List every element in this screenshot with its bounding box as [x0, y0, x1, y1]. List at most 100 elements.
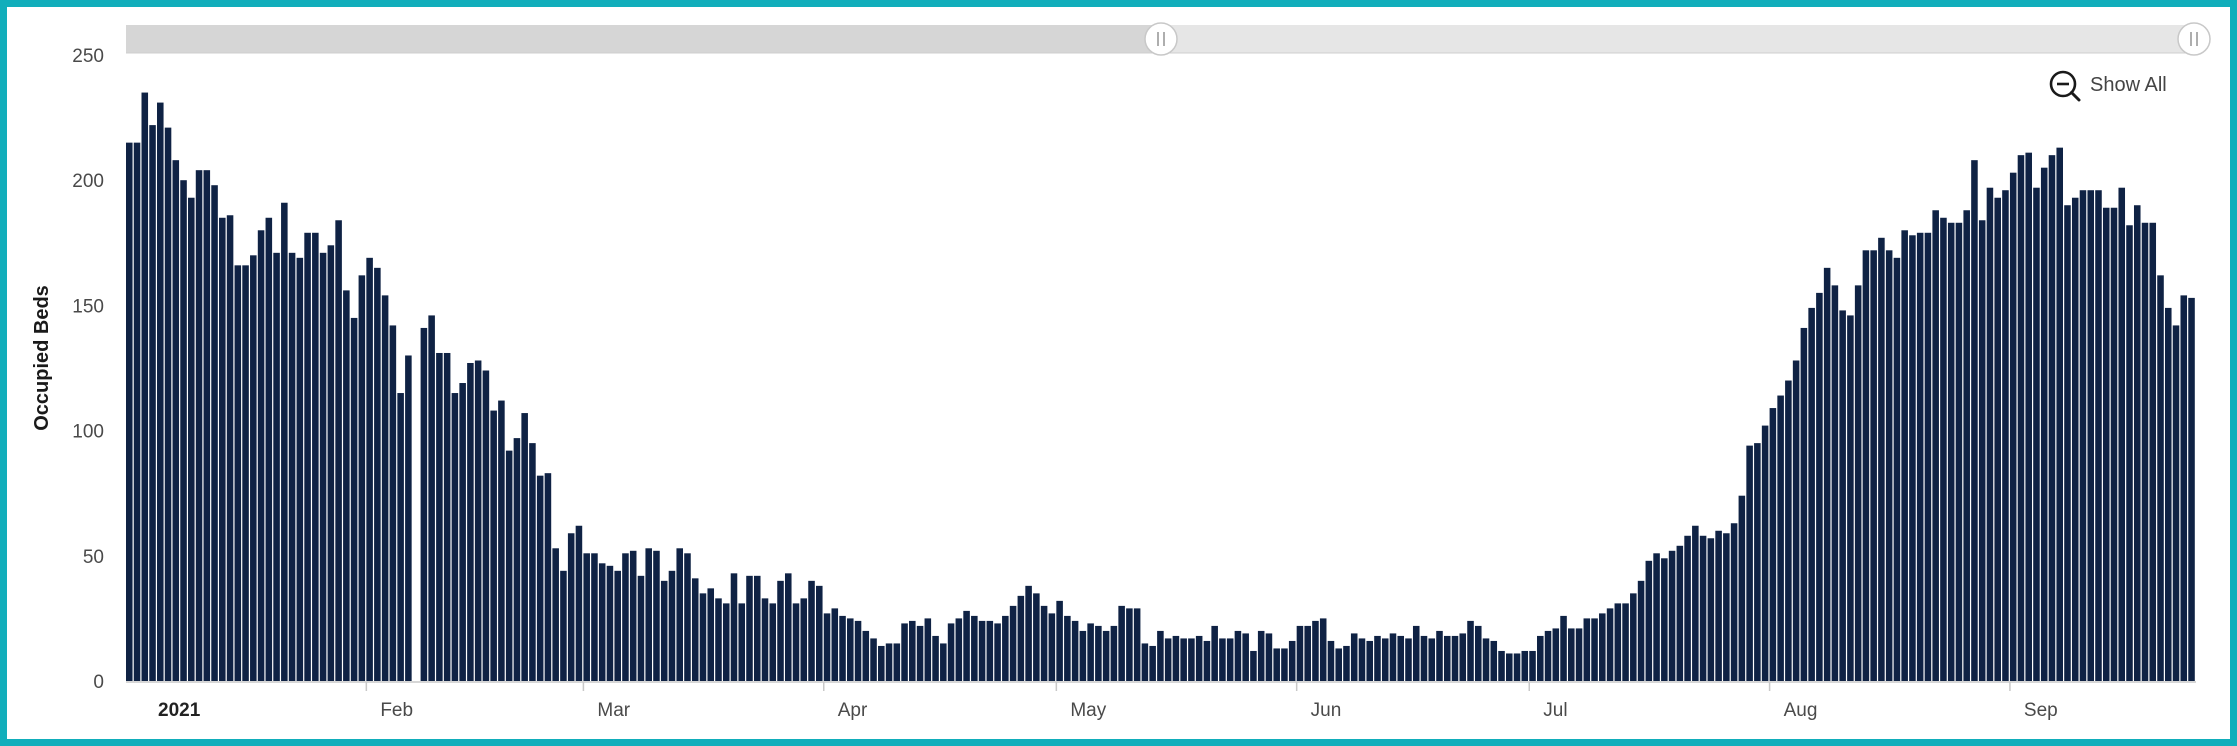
- bar[interactable]: [1506, 653, 1513, 681]
- bar[interactable]: [947, 623, 955, 681]
- bar[interactable]: [1443, 635, 1451, 681]
- bar[interactable]: [1901, 230, 1908, 681]
- bar[interactable]: [1622, 603, 1629, 681]
- bar[interactable]: [281, 202, 288, 682]
- bar[interactable]: [1676, 545, 1684, 681]
- bar[interactable]: [1560, 615, 1567, 681]
- bar[interactable]: [606, 565, 614, 681]
- bar[interactable]: [1994, 197, 2001, 682]
- bar[interactable]: [164, 127, 172, 682]
- bar[interactable]: [2048, 155, 2056, 681]
- bar[interactable]: [761, 598, 769, 681]
- bar[interactable]: [505, 450, 513, 681]
- bar[interactable]: [1583, 618, 1591, 681]
- bar[interactable]: [2064, 205, 2071, 682]
- bar[interactable]: [1552, 628, 1560, 681]
- bar[interactable]: [614, 570, 621, 681]
- bar[interactable]: [1645, 560, 1653, 681]
- bar[interactable]: [1257, 630, 1265, 681]
- bar[interactable]: [1436, 630, 1443, 681]
- bar[interactable]: [1056, 600, 1063, 681]
- bar[interactable]: [777, 580, 784, 681]
- bar[interactable]: [746, 575, 753, 681]
- bar[interactable]: [1808, 307, 1815, 681]
- bar[interactable]: [1986, 187, 1994, 681]
- bar[interactable]: [1878, 237, 1885, 682]
- bar[interactable]: [583, 553, 590, 681]
- bar[interactable]: [288, 252, 296, 681]
- bar[interactable]: [808, 580, 815, 681]
- bar[interactable]: [932, 635, 939, 681]
- bar[interactable]: [1250, 650, 1257, 681]
- bar[interactable]: [1947, 222, 1955, 681]
- bar[interactable]: [133, 142, 141, 681]
- bar[interactable]: [451, 393, 459, 681]
- range-scrollbar-selection[interactable]: [126, 25, 1161, 53]
- bar[interactable]: [1110, 625, 1118, 681]
- bar[interactable]: [296, 257, 304, 681]
- bar[interactable]: [1738, 495, 1746, 681]
- bar[interactable]: [676, 548, 683, 681]
- bar[interactable]: [1040, 605, 1048, 681]
- bar[interactable]: [1188, 638, 1195, 681]
- bar[interactable]: [1048, 613, 1056, 681]
- bar[interactable]: [1180, 638, 1187, 681]
- bar[interactable]: [467, 362, 474, 681]
- bar[interactable]: [1064, 615, 1071, 681]
- bar[interactable]: [1319, 618, 1327, 681]
- bar[interactable]: [986, 620, 994, 681]
- bar[interactable]: [1358, 638, 1366, 681]
- bar[interactable]: [1149, 645, 1156, 681]
- zoom-out-icon[interactable]: [2049, 70, 2081, 102]
- bar[interactable]: [265, 217, 273, 681]
- bar[interactable]: [498, 400, 505, 681]
- bar[interactable]: [1893, 257, 1901, 681]
- bar[interactable]: [389, 325, 397, 681]
- bar[interactable]: [924, 618, 932, 681]
- bar[interactable]: [257, 230, 265, 681]
- bar[interactable]: [901, 623, 908, 681]
- bar[interactable]: [335, 220, 342, 681]
- bar[interactable]: [1126, 608, 1133, 681]
- bar[interactable]: [405, 355, 412, 681]
- bar[interactable]: [878, 645, 885, 681]
- bar[interactable]: [2087, 190, 2095, 681]
- bar[interactable]: [1924, 232, 1932, 681]
- bar[interactable]: [2157, 275, 2164, 681]
- bar[interactable]: [1234, 630, 1242, 681]
- bar[interactable]: [622, 553, 629, 681]
- bar[interactable]: [327, 245, 335, 682]
- bar[interactable]: [831, 608, 839, 681]
- bar[interactable]: [552, 548, 559, 681]
- bar[interactable]: [2172, 325, 2180, 681]
- bar[interactable]: [823, 613, 831, 681]
- bar[interactable]: [1482, 638, 1490, 681]
- bar[interactable]: [1823, 267, 1831, 681]
- bar[interactable]: [459, 383, 466, 681]
- bar[interactable]: [1304, 625, 1311, 681]
- bar[interactable]: [1498, 650, 1505, 681]
- bar[interactable]: [1630, 593, 1637, 681]
- bar[interactable]: [2033, 187, 2040, 681]
- bar[interactable]: [854, 620, 862, 681]
- bar[interactable]: [1389, 633, 1397, 681]
- bar[interactable]: [1428, 638, 1436, 681]
- bar[interactable]: [753, 575, 761, 681]
- bar[interactable]: [242, 265, 249, 681]
- bar[interactable]: [521, 413, 528, 681]
- bar[interactable]: [366, 257, 373, 681]
- bar[interactable]: [916, 625, 924, 681]
- bar[interactable]: [1002, 615, 1009, 681]
- bar[interactable]: [1071, 620, 1079, 681]
- bar[interactable]: [1459, 633, 1467, 681]
- bar[interactable]: [1164, 638, 1172, 681]
- bar[interactable]: [1405, 638, 1412, 681]
- bar[interactable]: [2164, 307, 2172, 681]
- bar[interactable]: [1940, 217, 1947, 681]
- bar[interactable]: [1661, 558, 1668, 681]
- bar[interactable]: [2009, 172, 2017, 681]
- bar[interactable]: [994, 623, 1001, 681]
- bar[interactable]: [149, 125, 156, 682]
- bar[interactable]: [560, 570, 567, 681]
- bar[interactable]: [1513, 653, 1521, 681]
